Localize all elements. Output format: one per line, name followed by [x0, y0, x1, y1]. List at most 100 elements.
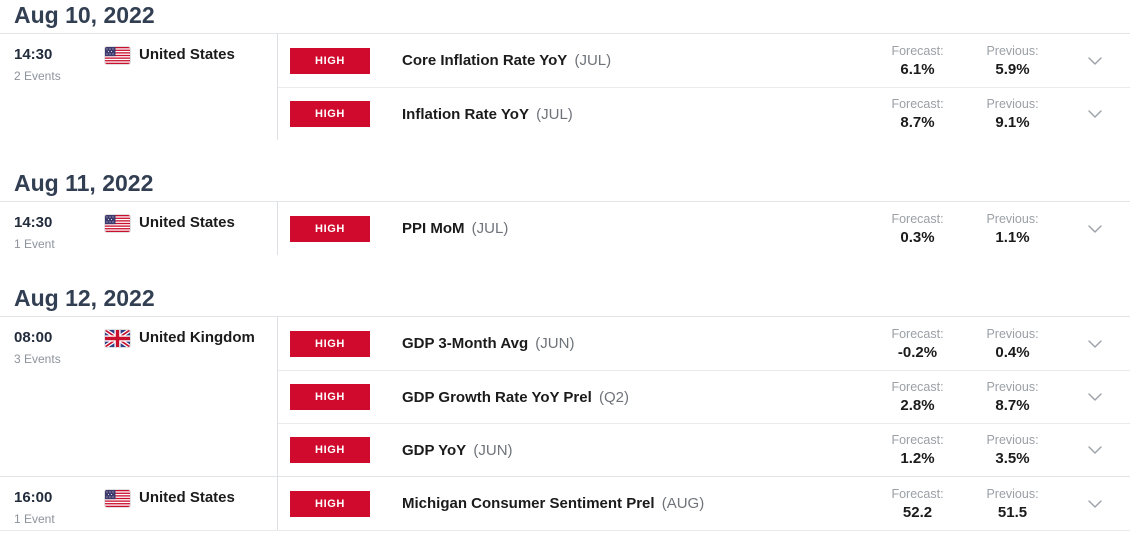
forecast-label: Forecast: — [891, 326, 944, 341]
forecast-label: Forecast: — [891, 43, 944, 58]
expand-event-button[interactable] — [1060, 490, 1130, 518]
previous-stat: Previous: 5.9% — [965, 44, 1060, 78]
event-time: 16:00 — [14, 489, 53, 506]
chevron-down-icon — [1088, 446, 1102, 454]
event-row[interactable]: HIGH Core Inflation Rate YoY (JUL) Forec… — [278, 34, 1130, 87]
previous-label: Previous: — [986, 433, 1039, 447]
event-time: 14:30 — [14, 214, 53, 231]
event-name: Inflation Rate YoY — [402, 105, 529, 123]
event-period: (JUN) — [535, 335, 575, 352]
event-row[interactable]: HIGH Inflation Rate YoY (JUL) Forecast: … — [278, 87, 1130, 140]
previous-value: 1.1% — [995, 228, 1030, 246]
time-box: 14:30 1 Event — [14, 214, 105, 251]
time-group: 14:30 1 Event United States HIGH PPI MoM… — [0, 202, 1130, 255]
event-period: (JUL) — [471, 220, 509, 237]
country: United Kingdom — [105, 329, 255, 347]
chevron-down-icon — [1088, 393, 1102, 401]
event-period: (JUL) — [536, 105, 573, 123]
date-header: Aug 11, 2022 — [0, 168, 1130, 202]
country: United States — [105, 46, 235, 64]
forecast-value: 0.3% — [900, 228, 935, 246]
chevron-down-icon — [1088, 224, 1102, 233]
expand-event-button[interactable] — [1060, 100, 1130, 128]
previous-value: 51.5 — [997, 503, 1028, 521]
events-count: 2 Events — [14, 69, 61, 83]
event-title: Michigan Consumer Sentiment Prel (AUG) — [402, 494, 870, 513]
importance-badge: HIGH — [290, 215, 370, 242]
time-box: 08:00 3 Events — [14, 329, 105, 366]
forecast-value: 52.2 — [902, 503, 933, 521]
event-name: PPI MoM — [402, 220, 465, 237]
us-flag-icon — [105, 46, 130, 64]
forecast-stat: Forecast: 1.2% — [870, 433, 965, 467]
previous-stat: Previous: 51.5 — [965, 487, 1060, 521]
forecast-label: Forecast: — [891, 433, 944, 447]
expand-event-button[interactable] — [1060, 383, 1130, 411]
chevron-down-icon — [1088, 339, 1102, 348]
event-title: Core Inflation Rate YoY (JUL) — [402, 51, 870, 70]
expand-event-button[interactable] — [1060, 215, 1130, 243]
country-name: United Kingdom — [139, 329, 255, 346]
previous-stat: Previous: 3.5% — [965, 433, 1060, 467]
event-time: 08:00 — [14, 329, 53, 346]
us-flag-icon — [105, 489, 130, 507]
event-row[interactable]: HIGH PPI MoM (JUL) Forecast: 0.3% Previo… — [278, 202, 1130, 255]
event-period: (JUL) — [574, 52, 612, 69]
event-row[interactable]: HIGH GDP YoY (JUN) Forecast: 1.2% Previo… — [278, 423, 1130, 476]
country: United States — [105, 214, 235, 232]
events-list: HIGH GDP 3-Month Avg (JUN) Forecast: -0.… — [278, 317, 1130, 476]
forecast-stat: Forecast: 8.7% — [870, 97, 965, 131]
previous-label: Previous: — [986, 97, 1039, 111]
time-country-cell: 08:00 3 Events United Kingdom — [0, 317, 278, 476]
event-row[interactable]: HIGH GDP 3-Month Avg (JUN) Forecast: -0.… — [278, 317, 1130, 370]
calendar-day-section: Aug 10, 2022 14:30 2 Events United State… — [0, 0, 1130, 140]
importance-badge: HIGH — [290, 384, 370, 410]
time-country-cell: 14:30 1 Event United States — [0, 202, 278, 255]
event-title: PPI MoM (JUL) — [402, 219, 870, 238]
event-row[interactable]: HIGH Michigan Consumer Sentiment Prel (A… — [278, 477, 1130, 530]
forecast-label: Forecast: — [891, 97, 944, 111]
forecast-label: Forecast: — [891, 486, 944, 501]
expand-event-button[interactable] — [1060, 436, 1130, 464]
importance-badge: HIGH — [290, 101, 370, 127]
events-list: HIGH Core Inflation Rate YoY (JUL) Forec… — [278, 34, 1130, 140]
events-count: 1 Event — [14, 237, 55, 251]
previous-stat: Previous: 1.1% — [965, 212, 1060, 246]
event-name: Core Inflation Rate YoY — [402, 52, 568, 69]
calendar-day-section: Aug 11, 2022 14:30 1 Event United States… — [0, 168, 1130, 255]
event-title: GDP Growth Rate YoY Prel (Q2) — [402, 388, 870, 407]
expand-event-button[interactable] — [1060, 47, 1130, 75]
chevron-down-icon — [1088, 56, 1102, 65]
event-name: GDP 3-Month Avg — [402, 335, 529, 352]
forecast-value: 8.7% — [900, 114, 935, 131]
time-box: 16:00 1 Event — [14, 489, 105, 526]
event-title: GDP 3-Month Avg (JUN) — [402, 334, 870, 353]
previous-value: 8.7% — [995, 397, 1030, 414]
time-box: 14:30 2 Events — [14, 46, 105, 83]
country-name: United States — [139, 489, 235, 506]
forecast-value: 2.8% — [900, 397, 935, 414]
forecast-label: Forecast: — [891, 211, 944, 226]
calendar-day-section: Aug 12, 2022 08:00 3 Events United Kingd… — [0, 283, 1130, 531]
forecast-stat: Forecast: 0.3% — [870, 212, 965, 246]
event-period: (JUN) — [473, 441, 513, 459]
event-row[interactable]: HIGH GDP Growth Rate YoY Prel (Q2) Forec… — [278, 370, 1130, 423]
previous-value: 5.9% — [995, 60, 1030, 78]
economic-calendar: Aug 10, 2022 14:30 2 Events United State… — [0, 0, 1130, 531]
time-country-cell: 14:30 2 Events United States — [0, 34, 278, 140]
event-name: GDP Growth Rate YoY Prel — [402, 388, 592, 406]
expand-event-button[interactable] — [1060, 330, 1130, 358]
event-title: Inflation Rate YoY (JUL) — [402, 105, 870, 124]
forecast-stat: Forecast: 2.8% — [870, 380, 965, 414]
date-header: Aug 12, 2022 — [0, 283, 1130, 317]
country-name: United States — [139, 214, 235, 231]
time-group: 16:00 1 Event United States HIGH Michiga… — [0, 476, 1130, 531]
time-group: 14:30 2 Events United States HIGH Core I… — [0, 34, 1130, 140]
previous-stat: Previous: 0.4% — [965, 327, 1060, 361]
previous-stat: Previous: 9.1% — [965, 97, 1060, 131]
events-list: HIGH Michigan Consumer Sentiment Prel (A… — [278, 477, 1130, 530]
previous-value: 0.4% — [995, 343, 1030, 361]
country: United States — [105, 489, 235, 507]
forecast-label: Forecast: — [891, 380, 944, 394]
chevron-down-icon — [1088, 110, 1102, 118]
